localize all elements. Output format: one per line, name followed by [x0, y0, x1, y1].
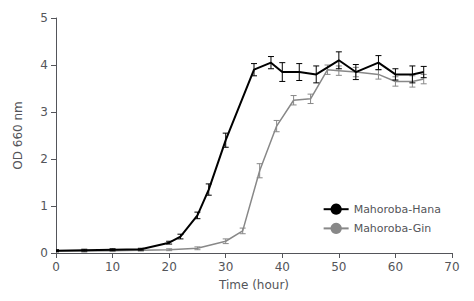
svg-text:Mahoroba-Gin: Mahoroba-Gin [354, 222, 432, 235]
svg-text:30: 30 [218, 260, 233, 274]
svg-text:OD 660 nm: OD 660 nm [11, 101, 25, 170]
svg-text:0: 0 [40, 246, 48, 260]
svg-text:Time (hour): Time (hour) [218, 278, 289, 292]
svg-text:5: 5 [40, 11, 48, 25]
svg-text:20: 20 [162, 260, 177, 274]
svg-text:50: 50 [331, 260, 346, 274]
svg-text:4: 4 [40, 58, 48, 72]
svg-text:1: 1 [40, 199, 48, 213]
svg-text:40: 40 [275, 260, 290, 274]
svg-text:60: 60 [388, 260, 403, 274]
svg-text:2: 2 [40, 152, 48, 166]
svg-text:10: 10 [105, 260, 120, 274]
svg-text:0: 0 [52, 260, 60, 274]
svg-text:Mahoroba-Hana: Mahoroba-Hana [354, 203, 441, 216]
svg-text:70: 70 [444, 260, 459, 274]
svg-text:3: 3 [40, 105, 48, 119]
